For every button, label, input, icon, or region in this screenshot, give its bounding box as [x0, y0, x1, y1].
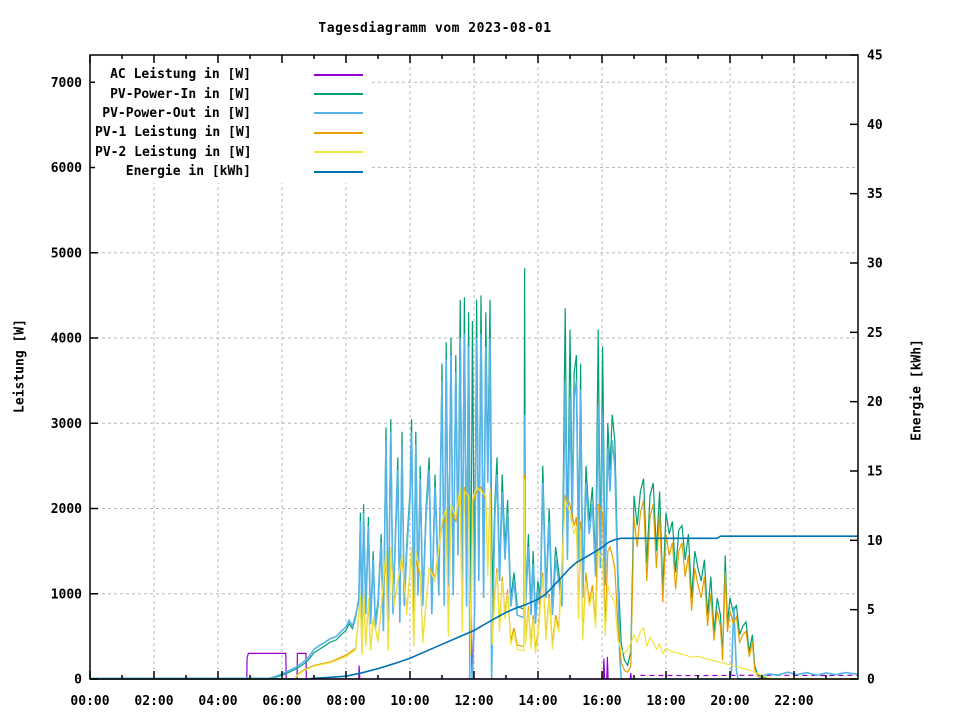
legend-label: PV-2 Leistung in [W] [95, 144, 252, 160]
y-right-tick-label: 25 [867, 326, 883, 341]
series-line-5 [90, 478, 858, 680]
x-tick-label: 10:00 [390, 694, 429, 709]
y-right-tick-label: 35 [867, 187, 883, 202]
legend-item: PV-1 Leistung in [W] [95, 123, 363, 142]
legend-item: AC Leistung in [W] [95, 65, 363, 84]
x-tick-label: 04:00 [198, 694, 237, 709]
x-tick-label: 06:00 [262, 694, 301, 709]
y-right-tick-label: 10 [867, 534, 883, 549]
y-right-tick-label: 0 [867, 673, 875, 688]
y-right-tick-label: 20 [867, 395, 883, 410]
legend-item: Energie in [kWh] [95, 162, 363, 181]
legend-label: PV-Power-In in [W] [110, 86, 251, 102]
legend-item: PV-2 Leistung in [W] [95, 143, 363, 162]
legend: AC Leistung in [W] PV-Power-In in [W] PV-P… [95, 63, 369, 184]
x-tick-label: 08:00 [326, 694, 365, 709]
x-tick-label: 18:00 [646, 694, 685, 709]
x-tick-label: 14:00 [518, 694, 557, 709]
y-left-tick-label: 7000 [51, 76, 82, 91]
y-left-tick-label: 5000 [51, 246, 82, 261]
series-line-3 [90, 333, 859, 680]
legend-color-line-icon [314, 93, 363, 96]
x-tick-label: 02:00 [134, 694, 173, 709]
y-left-tick-label: 1000 [51, 587, 82, 602]
legend-color-line-icon [314, 112, 363, 115]
x-tick-label: 00:00 [70, 694, 109, 709]
y-right-tick-label: 45 [867, 49, 883, 64]
x-tick-label: 20:00 [710, 694, 749, 709]
y-left-tick-label: 4000 [51, 332, 82, 347]
legend-color-line-icon [314, 131, 363, 134]
legend-label: AC Leistung in [W] [110, 67, 251, 83]
y-left-tick-label: 6000 [51, 161, 82, 176]
y-left-tick-label: 0 [74, 673, 82, 688]
y-right-tick-label: 15 [867, 465, 883, 480]
legend-color-line-icon [314, 73, 363, 76]
x-tick-label: 12:00 [454, 694, 493, 709]
y-right-tick-label: 30 [867, 257, 883, 272]
legend-color-line-icon [314, 170, 363, 173]
series-line-6 [90, 535, 858, 680]
y-left-tick-label: 2000 [51, 502, 82, 517]
legend-label: PV-Power-Out in [W] [102, 105, 251, 121]
x-tick-label: 16:00 [582, 694, 621, 709]
chart-title: Tagesdiagramm vom 2023-08-01 [318, 21, 552, 36]
y-right-tick-label: 40 [867, 118, 883, 133]
legend-item: PV-Power-In in [W] [95, 84, 363, 103]
y-right-tick-label: 5 [867, 603, 875, 618]
legend-label: PV-1 Leistung in [W] [95, 125, 252, 141]
legend-item: PV-Power-Out in [W] [95, 104, 363, 123]
legend-color-line-icon [314, 151, 363, 154]
legend-label: Energie in [kWh] [125, 164, 251, 180]
y-left-tick-label: 3000 [51, 417, 82, 432]
x-tick-label: 22:00 [774, 694, 813, 709]
